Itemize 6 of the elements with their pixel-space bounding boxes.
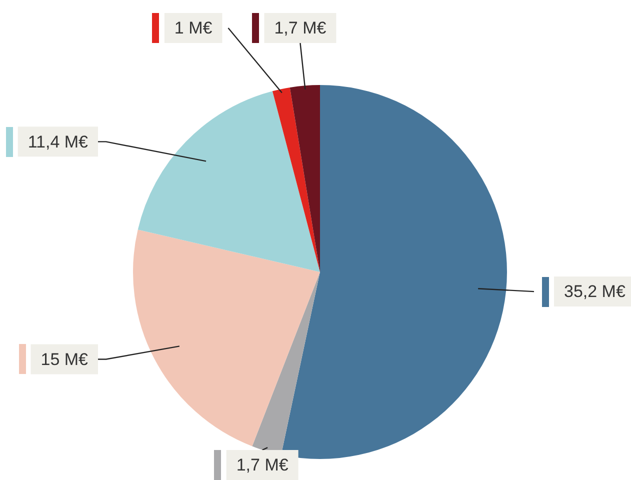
data-label: 1,7 M€ [274, 18, 327, 38]
data-label: 1 M€ [174, 18, 213, 38]
data-label: 1,7 M€ [236, 456, 289, 475]
data-label: 35,2 M€ [564, 282, 626, 302]
data-label: 15 M€ [40, 350, 89, 369]
data-label: 11,4 M€ [28, 132, 89, 152]
